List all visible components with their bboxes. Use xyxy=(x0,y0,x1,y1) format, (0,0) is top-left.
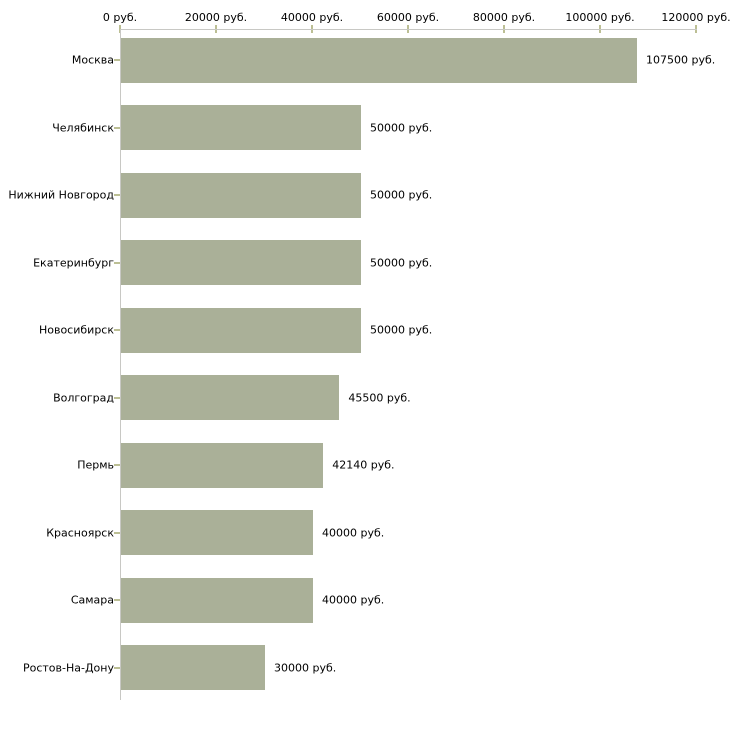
x-axis-tick-label: 60000 руб. xyxy=(376,11,440,24)
category-tick-mark xyxy=(114,59,120,61)
x-axis-tick-label: 100000 руб. xyxy=(565,11,635,24)
category-label: Москва xyxy=(71,53,114,67)
x-axis-tick-label: 0 руб. xyxy=(102,11,138,24)
category-label: Челябинск xyxy=(52,121,114,135)
x-axis-tick-label: 120000 руб. xyxy=(661,11,730,24)
bar xyxy=(121,37,637,83)
category-tick-mark xyxy=(114,126,120,129)
bar xyxy=(121,510,313,556)
bar xyxy=(121,172,361,218)
bar xyxy=(121,577,313,623)
category-tick-mark xyxy=(114,194,120,197)
category-label: Нижний Новгород xyxy=(8,188,114,202)
category-label: Волгоград xyxy=(53,391,114,405)
category-tick-mark xyxy=(114,531,120,534)
category-label: Красноярск xyxy=(46,526,114,540)
value-label: 45500 руб. xyxy=(348,391,411,405)
x-axis-tick-label: 20000 руб. xyxy=(184,11,248,24)
value-label: 50000 руб. xyxy=(370,256,433,270)
x-axis-line xyxy=(120,29,697,30)
category-tick-mark xyxy=(114,329,120,332)
category-tick-mark xyxy=(114,464,120,467)
category-tick-mark xyxy=(114,261,120,264)
x-axis-tick-label: 40000 руб. xyxy=(280,11,344,24)
bar xyxy=(121,240,361,286)
category-tick-mark xyxy=(114,599,120,602)
category-tick-mark xyxy=(114,396,120,399)
value-label: 42140 руб. xyxy=(332,458,395,472)
value-label: 40000 руб. xyxy=(322,526,385,540)
value-label: 30000 руб. xyxy=(274,661,337,675)
bar xyxy=(121,442,324,488)
value-label: 40000 руб. xyxy=(322,593,385,607)
bar xyxy=(121,375,340,421)
category-label: Самара xyxy=(70,593,114,607)
value-label: 50000 руб. xyxy=(370,188,433,202)
bar xyxy=(121,105,361,151)
bar xyxy=(121,645,265,691)
category-label: Пермь xyxy=(77,458,114,472)
value-label: 50000 руб. xyxy=(370,121,433,135)
value-label: 50000 руб. xyxy=(370,323,433,337)
category-tick-mark xyxy=(114,666,120,669)
value-label: 107500 руб. xyxy=(646,53,716,67)
category-label: Новосибирск xyxy=(38,323,114,337)
category-label: Ростов-На-Дону xyxy=(22,661,114,675)
y-axis-line xyxy=(120,29,121,700)
category-label: Екатеринбург xyxy=(33,256,114,270)
bar xyxy=(121,307,361,353)
x-axis-tick-label: 80000 руб. xyxy=(472,11,536,24)
